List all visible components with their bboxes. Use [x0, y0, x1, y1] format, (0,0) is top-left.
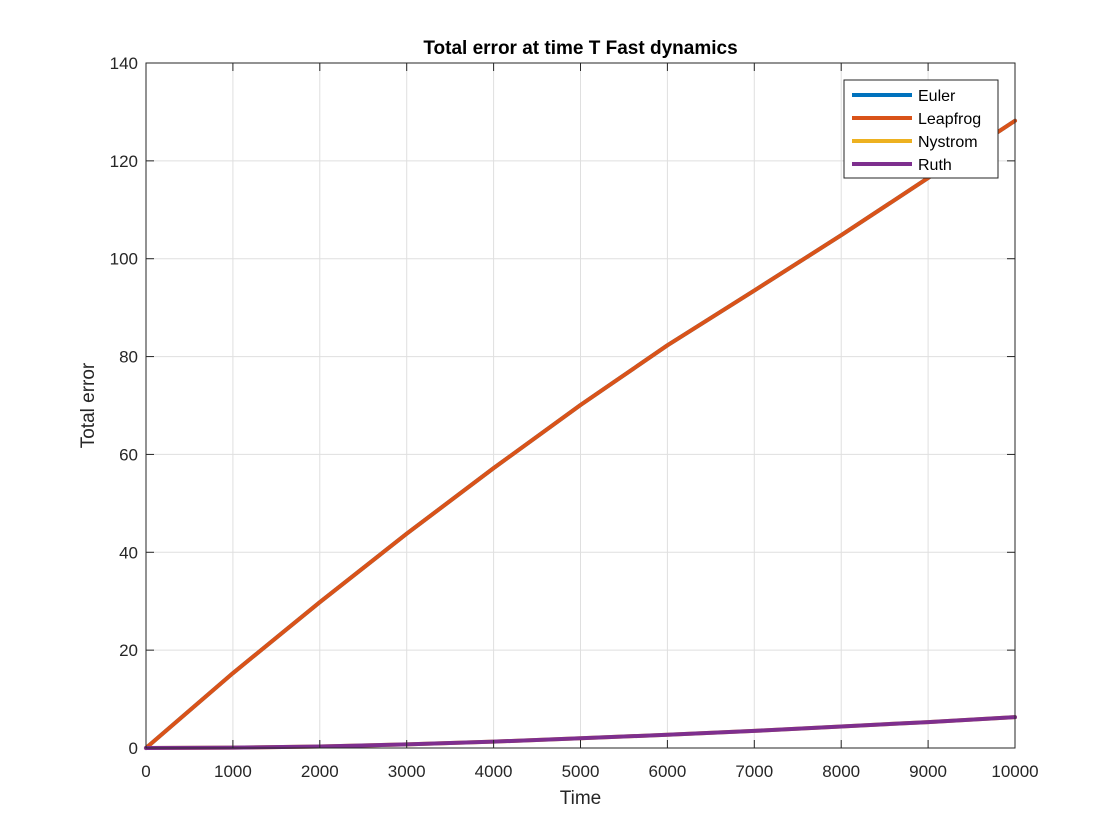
x-tick-label: 7000 [735, 762, 773, 781]
y-tick-label: 140 [110, 54, 138, 73]
y-tick-label: 120 [110, 152, 138, 171]
x-tick-labels: 0 1000 2000 3000 4000 5000 6000 7000 8000 9000 100… [141, 762, 1038, 781]
x-tick-label: 6000 [648, 762, 686, 781]
y-axis-label: Total error [78, 362, 99, 448]
tick-marks [145, 62, 1016, 749]
x-tick-label: 1000 [214, 762, 252, 781]
legend: Euler Leapfrog Nystrom Ruth [843, 79, 999, 179]
x-tick-label: 5000 [562, 762, 600, 781]
y-tick-labels: 0 20 40 60 80 100 120 140 [110, 54, 138, 758]
x-tick-label: 9000 [909, 762, 947, 781]
chart-title: Total error at time T Fast dynamics [423, 38, 737, 59]
x-tick-label: 2000 [301, 762, 339, 781]
x-tick-label: 0 [141, 762, 150, 781]
x-tick-label: 3000 [388, 762, 426, 781]
series-layer [144, 118, 1017, 750]
x-tick-label: 8000 [822, 762, 860, 781]
x-tick-label: 4000 [475, 762, 513, 781]
legend-label-ruth: Ruth [918, 157, 952, 174]
x-tick-label: 10000 [991, 762, 1038, 781]
legend-label-nystrom: Nystrom [918, 134, 978, 151]
series-line-ruth [144, 715, 1017, 750]
y-tick-label: 20 [119, 641, 138, 660]
legend-label-leapfrog: Leapfrog [918, 111, 981, 128]
y-tick-label: 100 [110, 250, 138, 269]
x-axis-label: Time [560, 788, 602, 809]
y-tick-label: 80 [119, 348, 138, 367]
y-tick-label: 60 [119, 445, 138, 464]
y-tick-label: 0 [129, 739, 138, 758]
y-tick-label: 40 [119, 543, 138, 562]
legend-label-euler: Euler [918, 88, 956, 105]
series-line-leapfrog [144, 118, 1017, 750]
